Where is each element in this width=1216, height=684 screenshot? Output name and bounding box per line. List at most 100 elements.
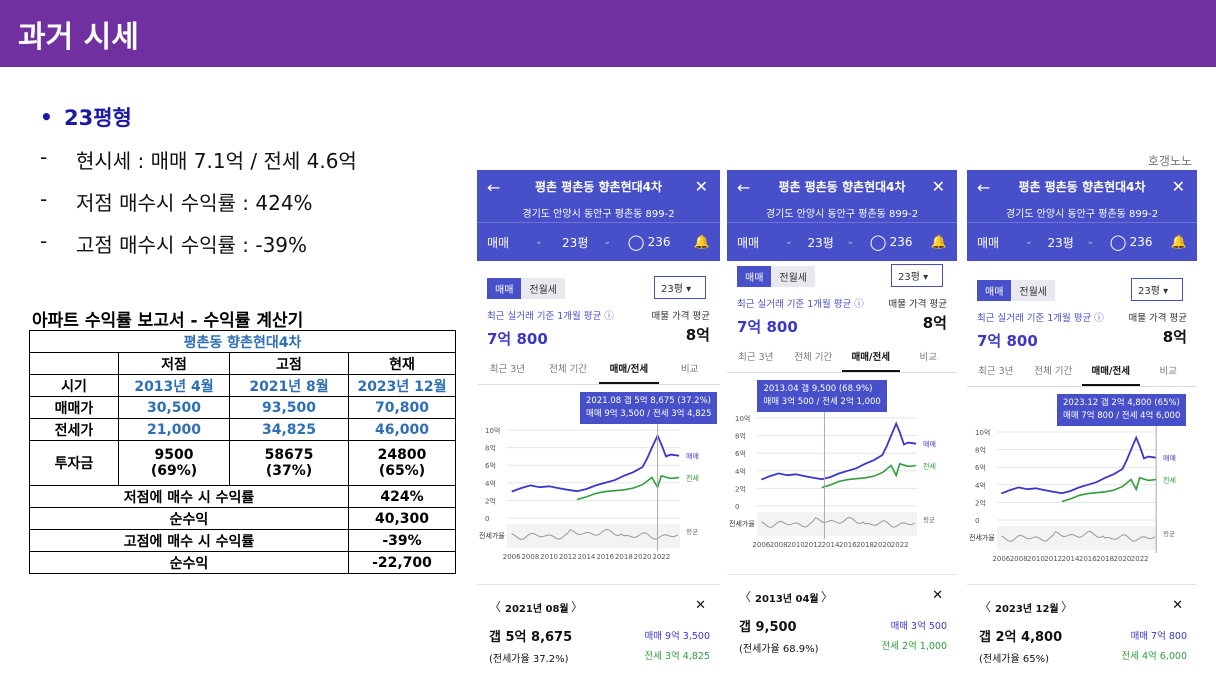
bullet-dot-icon: • [40, 105, 53, 129]
chart-tab[interactable]: 매매/전세 [1082, 360, 1140, 386]
table-cell: 70,800 [348, 396, 456, 419]
deal-toggle: 매매 전월세 [977, 280, 1056, 301]
series-line [576, 474, 680, 501]
table-cell: 2013년 4월 [118, 374, 230, 397]
next-date-arrow[interactable]: 〉 [571, 600, 584, 614]
bell-icon[interactable]: 🔔 [930, 234, 947, 250]
chart-tab[interactable]: 비교 [1159, 366, 1177, 377]
selected-date: 2023년 12월 [995, 604, 1059, 615]
chart-tooltip: 2021.08 갭 5억 8,675 (37.2%) 매매 9억 3,500 / … [580, 392, 718, 424]
deal-type-select[interactable]: 매매 [737, 235, 760, 250]
size-select[interactable]: 23평 [1047, 235, 1074, 250]
app-panel: ← 평촌 평촌동 향촌현대4차 ✕ 경기도 안양시 동안구 평촌동 899-2 매매 ⌄ 2… [967, 170, 1197, 684]
comment-icon[interactable]: ◯ [869, 233, 887, 251]
x-tick-label: 2020 [634, 553, 652, 561]
table-cell: 58675 (37%) [229, 440, 349, 486]
chart-tab[interactable]: 최근 3년 [978, 366, 1014, 377]
y-tick-label: 4억 [975, 482, 986, 490]
y-tick-label: 6억 [975, 464, 986, 472]
next-date-arrow[interactable]: 〉 [821, 590, 834, 604]
prev-date-arrow[interactable]: 〈 [489, 600, 502, 614]
series-label: 매매 [686, 453, 699, 461]
y-tick-label: 10억 [485, 427, 500, 435]
chart-tab[interactable]: 비교 [919, 352, 937, 363]
deal-type-select[interactable]: 매매 [487, 235, 510, 250]
back-arrow-icon[interactable]: ← [737, 178, 751, 197]
slide-header-bar [0, 0, 1216, 67]
size-dropdown[interactable]: 23평 ▾ [1131, 278, 1183, 301]
report-title: 아파트 수익률 보고서 - 수익률 계산기 [32, 311, 304, 331]
size-select[interactable]: 23평 [807, 235, 834, 250]
chart-tab[interactable]: 최근 3년 [489, 364, 526, 375]
toggle-lease[interactable]: 전월세 [771, 266, 816, 287]
close-summary-icon[interactable]: ✕ [695, 598, 706, 613]
x-tick-label: 2014 [1062, 555, 1080, 563]
lease-rate-band [757, 512, 917, 536]
toggle-lease[interactable]: 전월세 [521, 278, 566, 299]
chart-tab[interactable]: 전체 기간 [549, 364, 588, 375]
x-tick-label: 2016 [839, 541, 857, 549]
apt-title: 평촌 평촌동 향촌현대4차 [534, 180, 663, 194]
comment-icon[interactable]: ◯ [1109, 233, 1127, 251]
comment-icon[interactable]: ◯ [627, 233, 645, 251]
size-dropdown[interactable]: 23평 ▾ [891, 264, 943, 287]
close-icon[interactable]: ✕ [694, 177, 708, 196]
apt-name-cell: 평촌동 향촌현대4차 [29, 330, 456, 353]
chart-tabs: 최근 3년 전체 기간 매매/전세 비교 [727, 346, 957, 373]
x-tick-label: 2016 [596, 553, 614, 561]
lease-summary: 전세 4억 6,000 [1121, 651, 1187, 662]
chart-tab[interactable]: 매매/전세 [842, 346, 900, 372]
chart-tab[interactable]: 매매/전세 [598, 358, 660, 384]
toggle-lease[interactable]: 전월세 [1011, 280, 1056, 301]
lease-rate-label: 전세가율 [479, 531, 505, 540]
close-icon[interactable]: ✕ [931, 177, 945, 196]
y-tick-label: 0 [485, 515, 489, 523]
filter-bar: 매매 ⌄ 23평 ⌄ ◯ 236 🔔 [967, 222, 1197, 261]
table-cell: 24800 (65%) [348, 440, 456, 486]
close-icon[interactable]: ✕ [1171, 177, 1185, 196]
series-label: 전세 [923, 462, 936, 471]
lease-ratio: (전세가율 68.9%) [739, 644, 819, 655]
y-tick-label: 8억 [975, 447, 986, 455]
series-line [1061, 476, 1157, 503]
bullet-line: - 현시세 : 매매 7.1억 / 전세 4.6억 [40, 145, 357, 173]
toggle-sale[interactable]: 매매 [977, 280, 1012, 301]
app-panel: ← 평촌 평촌동 향촌현대4차 ✕ 경기도 안양시 동안구 평촌동 899-2 매매 ⌄ 2… [727, 170, 957, 684]
close-summary-icon[interactable]: ✕ [932, 588, 943, 603]
toggle-sale[interactable]: 매매 [487, 278, 522, 299]
x-tick-label: 2014 [822, 541, 840, 549]
size-dropdown[interactable]: 23평 ▾ [654, 276, 706, 299]
back-arrow-icon[interactable]: ← [487, 178, 501, 197]
avg-label-right: 평균 [1163, 529, 1175, 538]
chevron-down-icon: ⌄ [603, 237, 611, 247]
app-header: ← 평촌 평촌동 향촌현대4차 ✕ 경기도 안양시 동안구 평촌동 899-2 매매 ⌄ 2… [967, 170, 1197, 261]
x-tick-label: 2022 [652, 553, 670, 561]
bullet-line-text: 현시세 : 매매 7.1억 / 전세 4.6억 [76, 149, 357, 173]
deal-type-select[interactable]: 매매 [977, 235, 1000, 250]
comment-count: 236 [647, 235, 671, 249]
chart-tab[interactable]: 전체 기간 [794, 352, 833, 363]
lease-ratio: (전세가율 65%) [979, 654, 1050, 665]
bell-icon[interactable]: 🔔 [693, 234, 710, 250]
y-tick-label: 8억 [485, 445, 496, 453]
bell-icon[interactable]: 🔔 [1170, 234, 1187, 250]
prev-date-arrow[interactable]: 〈 [739, 590, 752, 604]
summary-label: 고점에 매수 시 수익률 [29, 529, 349, 552]
bullet-line: - 저점 매수시 수익률 : 424% [40, 187, 313, 215]
listing-label: 매물 가격 평균 [1128, 313, 1187, 324]
sale-summary: 매매 3억 500 [890, 621, 947, 632]
chart-tab[interactable]: 비교 [680, 364, 699, 375]
chevron-down-icon: ⌄ [1025, 237, 1033, 247]
chart-tab[interactable]: 전체 기간 [1034, 366, 1073, 377]
x-tick-label: 2022 [1131, 555, 1149, 563]
y-tick-label: 10억 [975, 429, 990, 437]
chart-tab[interactable]: 최근 3년 [738, 352, 774, 363]
back-arrow-icon[interactable]: ← [977, 178, 991, 197]
toggle-sale[interactable]: 매매 [737, 266, 772, 287]
chevron-down-icon: ⌄ [1086, 237, 1095, 247]
next-date-arrow[interactable]: 〉 [1061, 600, 1074, 614]
gap-value: 갭 2억 4,800 [979, 630, 1063, 645]
close-summary-icon[interactable]: ✕ [1172, 598, 1183, 613]
size-select[interactable]: 23평 [562, 235, 589, 250]
prev-date-arrow[interactable]: 〈 [979, 600, 992, 614]
